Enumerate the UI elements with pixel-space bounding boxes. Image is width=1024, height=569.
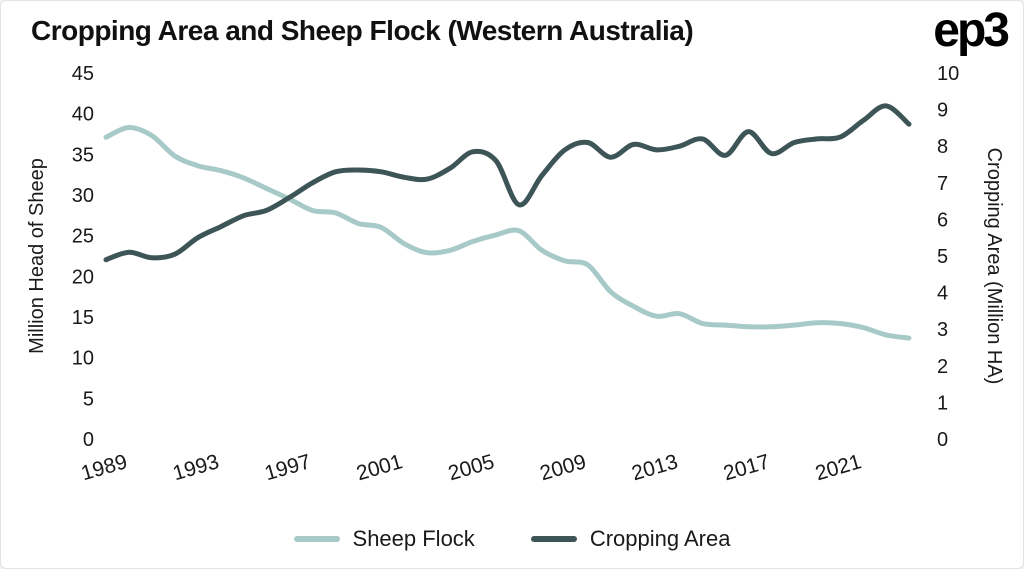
y-axis-left-tick: 10 bbox=[72, 348, 94, 370]
y-axis-left-tick: 25 bbox=[72, 226, 94, 248]
x-axis-tick: 2021 bbox=[813, 450, 864, 485]
y-axis-right-tick: 7 bbox=[937, 173, 948, 195]
x-axis-tick: 2009 bbox=[537, 450, 588, 485]
legend: Sheep Flock Cropping Area bbox=[1, 526, 1023, 552]
legend-label: Cropping Area bbox=[589, 526, 731, 551]
legend-item-sheep-flock: Sheep Flock bbox=[293, 526, 475, 552]
legend-swatch bbox=[293, 536, 340, 542]
legend-item-cropping-area: Cropping Area bbox=[530, 526, 731, 552]
y-axis-right-tick: 9 bbox=[937, 100, 948, 122]
y-axis-left-tick: 30 bbox=[72, 185, 94, 207]
y-axis-right-tick: 4 bbox=[937, 283, 948, 305]
chart-title: Cropping Area and Sheep Flock (Western A… bbox=[31, 15, 694, 46]
y-axis-right-tick: 1 bbox=[937, 392, 948, 414]
y-axis-left-tick: 5 bbox=[83, 388, 94, 410]
y-axis-left-tick: 15 bbox=[72, 307, 94, 329]
y-axis-left-title: Million Head of Sheep bbox=[26, 158, 48, 354]
x-axis-tick: 2005 bbox=[446, 450, 497, 485]
x-axis-tick: 2017 bbox=[721, 450, 772, 485]
x-axis-tick: 2013 bbox=[629, 450, 680, 485]
x-axis-tick: 1993 bbox=[170, 450, 221, 485]
y-axis-right-tick: 3 bbox=[937, 319, 948, 341]
y-axis-left-tick: 40 bbox=[72, 104, 94, 126]
y-axis-left-tick: 20 bbox=[72, 266, 94, 288]
y-axis-left-tick: 45 bbox=[72, 63, 94, 85]
y-axis-right-tick: 2 bbox=[937, 356, 948, 378]
x-axis-tick: 1997 bbox=[262, 450, 313, 485]
x-axis-tick: 1989 bbox=[79, 450, 130, 485]
legend-swatch bbox=[530, 536, 577, 542]
series-line-cropping-area bbox=[103, 103, 912, 263]
y-axis-right-tick: 6 bbox=[937, 209, 948, 231]
legend-label: Sheep Flock bbox=[352, 526, 475, 551]
series-line-sheep-flock bbox=[103, 124, 912, 341]
y-axis-right-tick: 5 bbox=[937, 246, 948, 268]
y-axis-right-tick: 10 bbox=[937, 63, 959, 85]
x-axis-tick: 2001 bbox=[354, 450, 405, 485]
y-axis-left-tick: 35 bbox=[72, 144, 94, 166]
ep3-logo: ep3 bbox=[933, 4, 1010, 57]
y-axis-right-tick: 8 bbox=[937, 136, 948, 158]
y-axis-right-title: Cropping Area (Million HA) bbox=[983, 148, 1005, 385]
y-axis-right-tick: 0 bbox=[937, 429, 948, 451]
y-axis-left-tick: 0 bbox=[83, 429, 94, 451]
